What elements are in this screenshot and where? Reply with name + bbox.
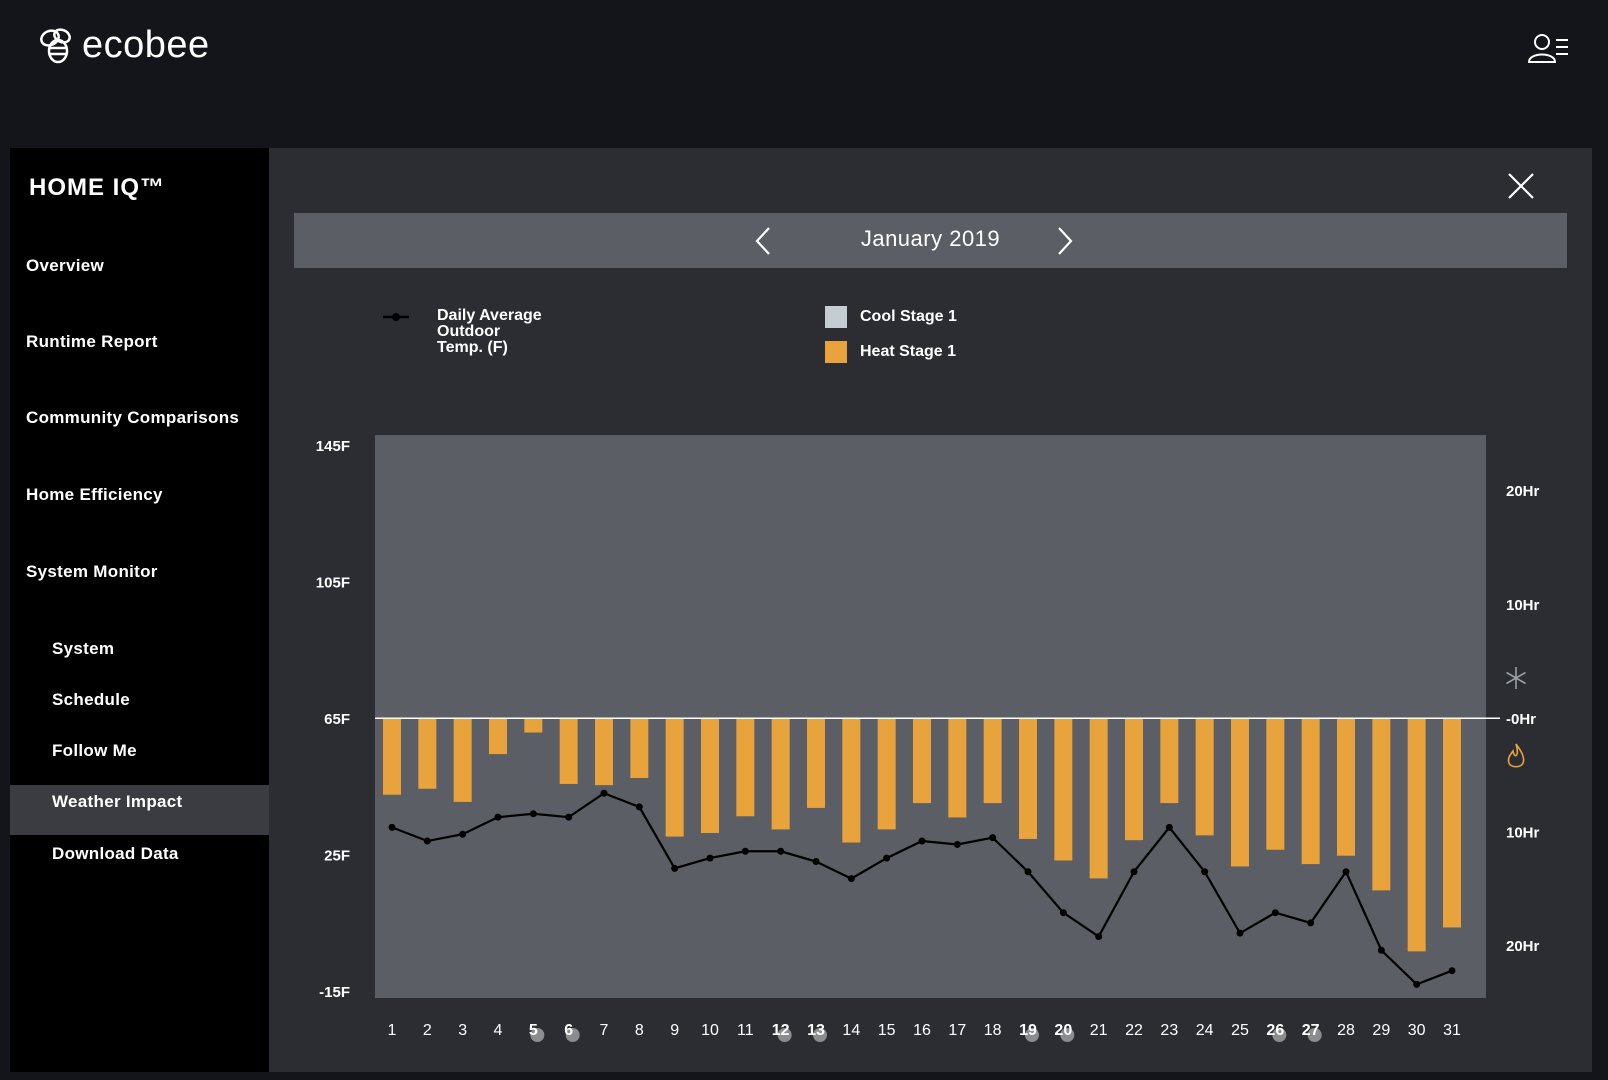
temp-legend-line-3: Temp. (F) — [437, 339, 508, 356]
heat-stage-legend-swatch — [825, 341, 847, 363]
sidebar: HOME IQ™ Overview Runtime Report Communi… — [10, 148, 269, 1072]
sidebar-subitem-follow-me[interactable]: Follow Me — [52, 741, 137, 760]
prev-month-button[interactable] — [752, 226, 776, 256]
sidebar-active-highlight — [10, 785, 269, 835]
chevron-left-icon — [755, 227, 770, 255]
close-button[interactable] — [1507, 172, 1535, 200]
sidebar-subitem-weather-impact[interactable]: Weather Impact — [52, 792, 183, 811]
month-label: January 2019 — [860, 226, 1001, 251]
cool-stage-legend-swatch — [825, 306, 847, 328]
user-menu-button[interactable] — [1527, 32, 1570, 68]
sidebar-subitem-system[interactable]: System — [52, 639, 115, 658]
user-menu-icon — [1527, 34, 1568, 63]
sidebar-item-system-monitor[interactable]: System Monitor — [26, 562, 158, 581]
brand-name: ecobee — [82, 24, 210, 66]
heat-stage-legend-label: Heat Stage 1 — [860, 343, 957, 360]
ecobee-logo[interactable]: ecobee — [36, 24, 210, 67]
chevron-right-icon — [1058, 227, 1073, 255]
next-month-button[interactable] — [1052, 226, 1076, 256]
temp-legend-marker — [383, 313, 409, 321]
sidebar-subitem-download-data[interactable]: Download Data — [52, 844, 179, 863]
sidebar-subitem-schedule[interactable]: Schedule — [52, 690, 130, 709]
close-icon — [1508, 173, 1534, 199]
sidebar-item-home-efficiency[interactable]: Home Efficiency — [26, 485, 163, 504]
sidebar-item-community-comparisons[interactable]: Community Comparisons — [26, 408, 240, 427]
bee-icon — [40, 27, 71, 63]
sidebar-item-overview[interactable]: Overview — [26, 256, 105, 275]
temp-legend-line-1: Daily Average — [437, 307, 542, 324]
top-bar: ecobee — [0, 0, 1608, 148]
temp-legend-line-2: Outdoor — [437, 323, 501, 340]
month-navigator: January 2019 — [294, 213, 1567, 268]
sidebar-item-runtime-report[interactable]: Runtime Report — [26, 332, 158, 351]
cool-stage-legend-label: Cool Stage 1 — [860, 308, 957, 325]
weather-impact-panel: January 2019 Daily Average Outdoor Temp.… — [269, 148, 1592, 1072]
sidebar-title: HOME IQ™ — [29, 174, 166, 201]
